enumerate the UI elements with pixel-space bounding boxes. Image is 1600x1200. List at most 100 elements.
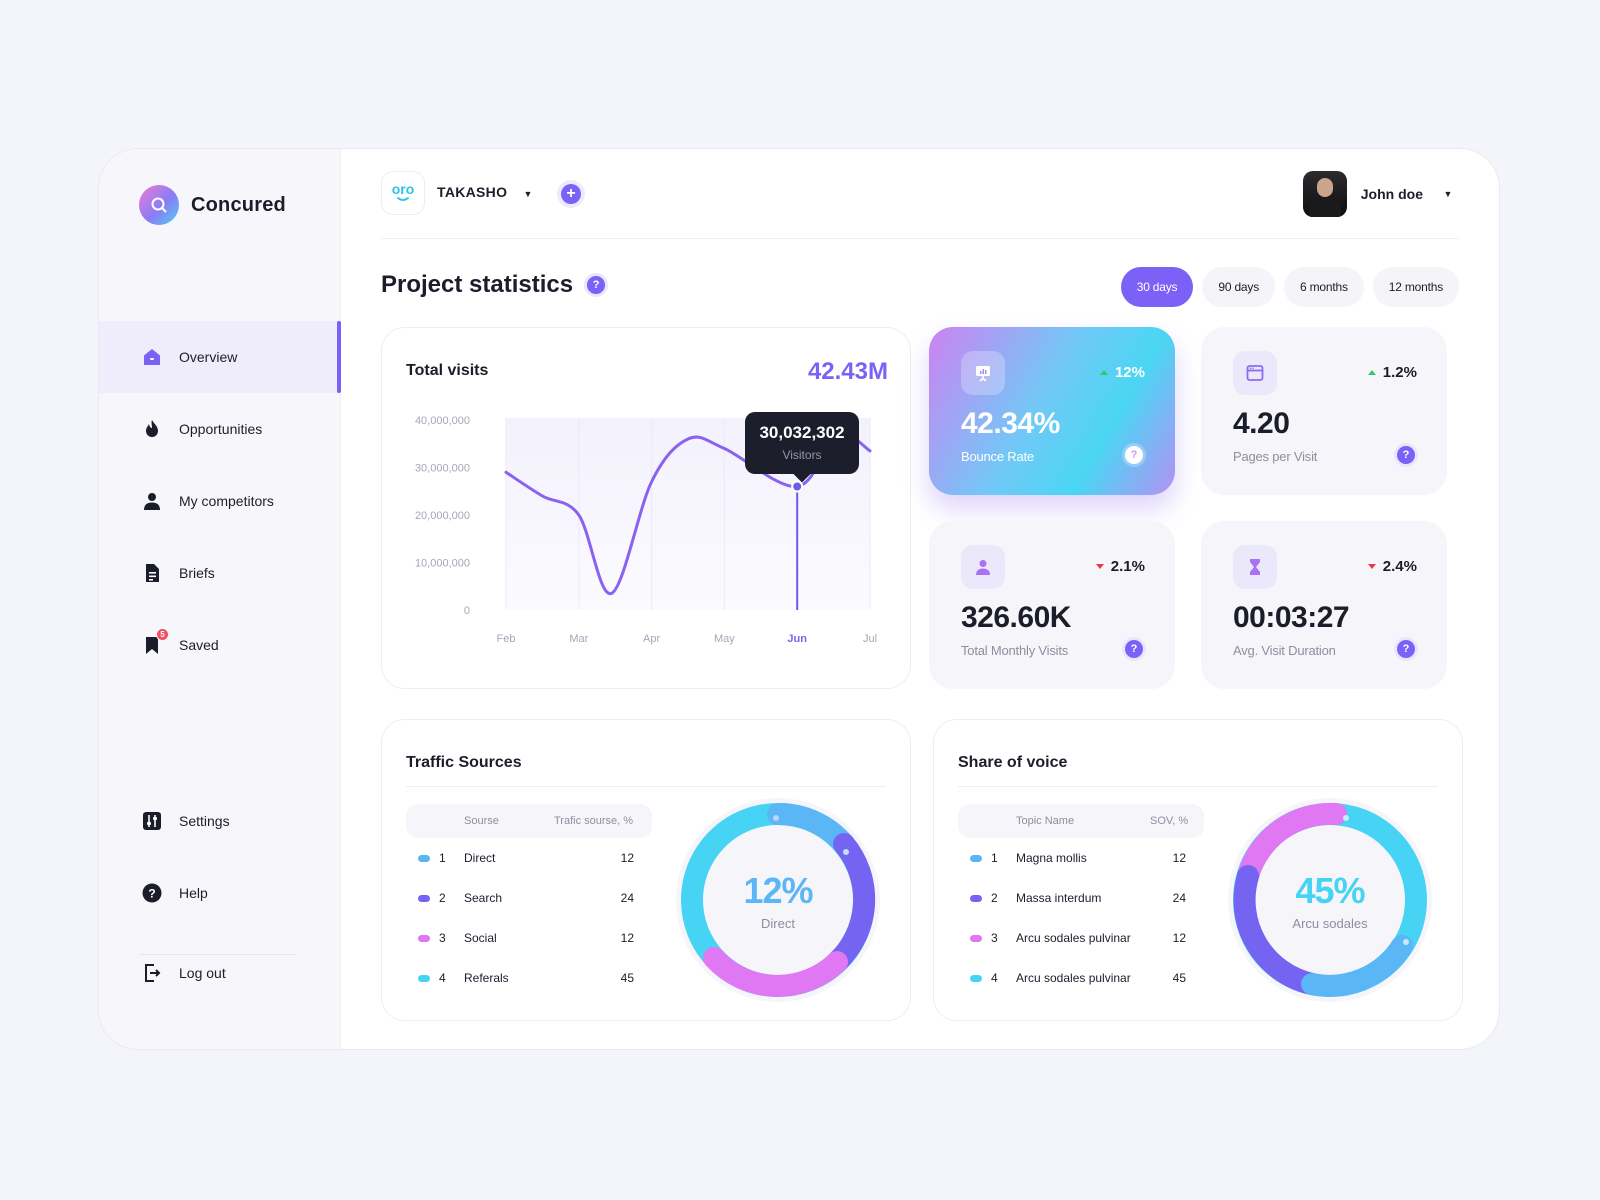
help-icon[interactable]: ?	[1125, 446, 1143, 464]
sidebar-item-my-competitors[interactable]: My competitors	[99, 465, 341, 537]
stat-label: Avg. Visit Duration	[1233, 643, 1336, 658]
traffic-donut-chart[interactable]: 12% Direct	[674, 796, 882, 1004]
sidebar-item-label: My competitors	[179, 493, 274, 509]
donut-center: 45% Arcu sodales	[1226, 796, 1434, 1004]
total-visits-title: Total visits	[406, 362, 489, 379]
donut-label: Arcu sodales	[1292, 915, 1368, 931]
sidebar-item-label: Help	[179, 885, 208, 901]
legend-swatch	[970, 855, 982, 862]
legend-swatch	[418, 975, 430, 982]
tab-6-months[interactable]: 6 months	[1284, 267, 1364, 307]
row-value: 12	[620, 931, 634, 945]
table-row[interactable]: 1 Direct 12	[406, 848, 652, 868]
table-header: Sourse Trafic sourse, %	[406, 804, 652, 838]
sidebar-item-help[interactable]: ? Help	[99, 857, 341, 929]
sidebar-item-opportunities[interactable]: Opportunities	[99, 393, 341, 465]
row-value: 45	[1172, 971, 1186, 985]
tab-12-months[interactable]: 12 months	[1372, 267, 1459, 307]
sidebar-item-briefs[interactable]: Briefs	[99, 537, 341, 609]
row-name: Massa interdum	[1016, 891, 1102, 905]
donut-label: Direct	[761, 915, 795, 931]
tab-90-days[interactable]: 90 days	[1202, 267, 1275, 307]
stat-value: 326.60K	[961, 601, 1071, 634]
table-row[interactable]: 3 Social 12	[406, 928, 652, 948]
total-visits-card: Total visits 42.43M 40,000,000 30,000,000…	[381, 327, 911, 689]
legend-swatch	[418, 895, 430, 902]
stat-help[interactable]: ?	[1125, 639, 1143, 658]
y-tick-label: 40,000,000	[415, 415, 470, 427]
sidebar-item-settings[interactable]: Settings	[99, 785, 341, 857]
trend-down-icon	[1095, 564, 1104, 569]
y-tick-label: 10,000,000	[415, 558, 470, 570]
x-tick-label: Mar	[569, 633, 588, 645]
stat-card-bounce-rate[interactable]: 12% 42.34% Bounce Rate ?	[929, 327, 1175, 495]
help-icon[interactable]: ?	[1397, 446, 1415, 464]
row-index: 3	[439, 931, 446, 945]
row-index: 1	[439, 851, 446, 865]
legend-swatch	[970, 935, 982, 942]
y-tick-label: 30,000,000	[415, 463, 470, 475]
help-circle-icon: ?	[141, 882, 163, 904]
hourglass-icon	[1233, 545, 1277, 589]
stat-help[interactable]: ?	[1397, 445, 1415, 464]
row-name: Search	[464, 891, 503, 905]
avatar[interactable]	[1302, 171, 1347, 217]
donut-segment-1	[1301, 935, 1413, 997]
stat-card-pages-per-visit[interactable]: 1.2% 4.20 Pages per Visit ?	[1201, 327, 1447, 495]
sidebar-item-overview[interactable]: Overview	[99, 321, 341, 393]
row-name: Arcu sodales pulvinar	[1016, 931, 1131, 945]
logout-icon	[141, 962, 163, 984]
table-row[interactable]: 2 Massa interdum 24	[958, 888, 1204, 908]
page-title-text: Project statistics	[381, 271, 574, 298]
home-icon	[141, 346, 163, 368]
user-menu[interactable]: John doe ▼	[1302, 171, 1459, 217]
table-row[interactable]: 1 Magna mollis 12	[958, 848, 1204, 868]
help-icon[interactable]: ?	[587, 276, 606, 294]
stat-card-avg-visit-duration[interactable]: 2.4% 00:03:27 Avg. Visit Duration ?	[1201, 521, 1447, 689]
legend-swatch	[970, 895, 982, 902]
app-window: Concured Overview Opportunities My compe…	[98, 148, 1500, 1050]
bookmark-icon: 5	[141, 628, 169, 656]
sidebar-item-label: Overview	[179, 349, 238, 365]
column-header-percent: Trafic sourse, %	[554, 815, 634, 827]
x-tick-label: Feb	[497, 633, 516, 645]
tooltip-label: Visitors	[782, 448, 822, 462]
highlight-point	[793, 482, 802, 491]
donut-segment-social	[703, 947, 848, 997]
sidebar-item-log-out[interactable]: Log out	[99, 937, 341, 1009]
table-header: Topic Name SOV, %	[958, 804, 1204, 838]
presentation-icon	[961, 351, 1005, 395]
sidebar-divider	[139, 954, 297, 955]
visits-line-chart[interactable]: 40,000,000 30,000,000 20,000,000 10,000,000…	[382, 328, 912, 690]
user-name: John doe	[1360, 186, 1423, 202]
user-dropdown-chevron-icon[interactable]: ▼	[1443, 189, 1453, 199]
stat-value: 00:03:27	[1233, 601, 1350, 634]
x-tick-label: Jun	[787, 633, 807, 645]
sidebar-item-saved[interactable]: 5 Saved	[99, 609, 341, 681]
project-logo[interactable]: oro	[381, 171, 425, 215]
help-icon[interactable]: ?	[1125, 640, 1143, 658]
sov-donut-chart[interactable]: 45% Arcu sodales	[1226, 796, 1434, 1004]
row-value: 12	[620, 851, 634, 865]
stat-label: Pages per Visit	[1233, 449, 1318, 464]
table-row[interactable]: 4 Referals 45	[406, 968, 652, 988]
donut-value: 12%	[743, 869, 813, 911]
stat-help[interactable]: ?	[1397, 639, 1415, 658]
project-dropdown-chevron-icon[interactable]: ▼	[523, 189, 533, 199]
brand[interactable]: Concured	[139, 185, 286, 225]
help-icon[interactable]: ?	[1397, 640, 1415, 658]
row-value: 24	[1172, 891, 1186, 905]
tab-30-days[interactable]: 30 days	[1120, 267, 1194, 307]
table-row[interactable]: 2 Search 24	[406, 888, 652, 908]
stat-card-total-monthly-visits[interactable]: 2.1% 326.60K Total Monthly Visits ?	[929, 521, 1175, 689]
y-tick-label: 0	[464, 605, 470, 617]
page-title: Project statistics ?	[381, 271, 606, 299]
table-row[interactable]: 3 Arcu sodales pulvinar 12	[958, 928, 1204, 948]
row-name: Magna mollis	[1016, 851, 1087, 865]
add-project-button[interactable]: +	[557, 180, 585, 208]
stat-help[interactable]: ?	[1125, 445, 1143, 464]
table-row[interactable]: 4 Arcu sodales pulvinar 45	[958, 968, 1204, 988]
stat-delta: 2.1%	[1095, 558, 1145, 575]
stat-delta: 1.2%	[1367, 364, 1417, 381]
x-tick-label: May	[714, 633, 735, 645]
